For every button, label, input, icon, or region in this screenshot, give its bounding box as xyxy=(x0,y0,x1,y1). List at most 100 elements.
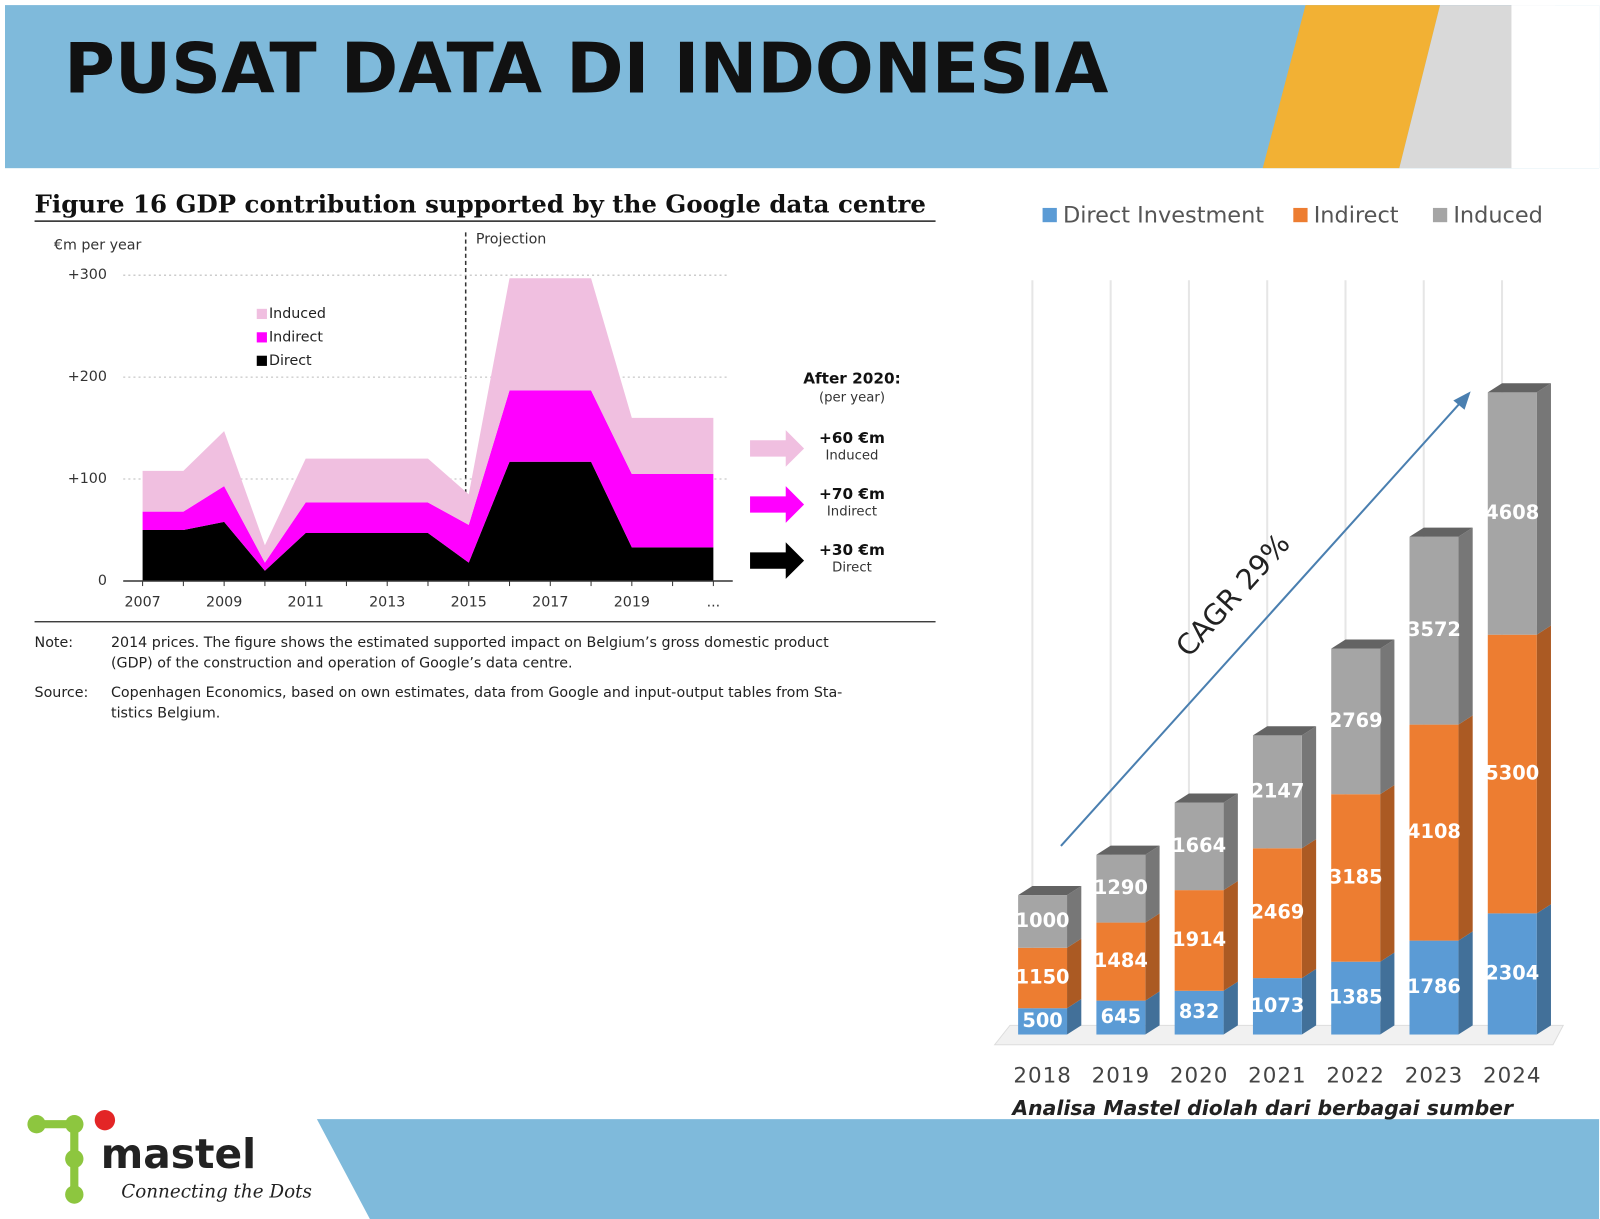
logo-name: mastel xyxy=(101,1130,256,1178)
bar-top xyxy=(1331,639,1395,649)
area xyxy=(142,461,714,581)
data-label: 500 xyxy=(1022,1009,1062,1032)
y-tick-label: 0 xyxy=(98,573,107,589)
side-note-value: +70 €m xyxy=(819,485,885,503)
bar-top xyxy=(1096,845,1160,855)
bar-side xyxy=(1536,383,1551,635)
bar-side xyxy=(1380,639,1395,795)
data-label: 4608 xyxy=(1485,501,1539,524)
x-tick-label: 2019 xyxy=(1092,1063,1151,1088)
side-note-label: Indirect xyxy=(827,505,877,520)
bar-top xyxy=(1174,793,1238,803)
bar-side xyxy=(1145,991,1160,1035)
bar-side xyxy=(1536,904,1551,1035)
bar-side xyxy=(1458,527,1473,725)
bar-side xyxy=(1458,931,1473,1035)
x-tick-label: 2009 xyxy=(206,594,242,610)
data-label: 2304 xyxy=(1485,961,1539,984)
side-arrow xyxy=(750,542,805,579)
legend-swatch xyxy=(1042,207,1057,223)
data-label: 1385 xyxy=(1329,986,1383,1009)
legend-label: Direct xyxy=(269,353,312,369)
data-label: 3572 xyxy=(1407,618,1461,641)
bar-top xyxy=(1409,527,1473,537)
bar-side xyxy=(1301,726,1317,849)
x-tick-label: 2021 xyxy=(1248,1063,1307,1088)
x-tick-label: 2013 xyxy=(369,594,405,610)
caption: Analisa Mastel diolah dari berbagai sumb… xyxy=(1010,1096,1515,1120)
cagr-arrow xyxy=(1060,401,1462,847)
figure-title: Figure 16 GDP contribution supported by … xyxy=(35,189,926,218)
bar-top xyxy=(1487,383,1551,393)
x-tick-label: 2023 xyxy=(1405,1063,1464,1088)
data-label: 2469 xyxy=(1250,901,1304,924)
legend-label: Direct Investment xyxy=(1063,203,1264,229)
logo-dot xyxy=(65,1185,84,1204)
bar-side xyxy=(1380,785,1395,962)
side-note-label: Induced xyxy=(826,449,879,464)
legend-label: Induced xyxy=(269,306,326,322)
footer-band xyxy=(316,1119,1600,1219)
legend-swatch xyxy=(256,355,267,366)
bar-side xyxy=(1458,715,1473,941)
y-axis-label: €m per year xyxy=(54,238,142,254)
legend-label: Induced xyxy=(1453,203,1543,229)
x-tick-label: ... xyxy=(707,594,721,610)
bar xyxy=(1252,978,1302,1035)
area xyxy=(142,390,714,571)
header-accent xyxy=(1262,5,1441,169)
bar-side xyxy=(1145,913,1160,1001)
bar-side xyxy=(1223,793,1238,891)
legend-label: Indirect xyxy=(1314,203,1399,229)
data-label: 5300 xyxy=(1485,762,1539,785)
bar xyxy=(1409,536,1459,725)
data-label: 1786 xyxy=(1407,975,1461,998)
logo-tagline: Connecting the Dots xyxy=(121,1182,312,1203)
data-label: 4108 xyxy=(1407,820,1461,843)
header-gap xyxy=(1511,5,1600,169)
data-label: 645 xyxy=(1101,1005,1141,1028)
source-label: Source: xyxy=(35,685,89,701)
bar-side xyxy=(1301,968,1317,1035)
bar xyxy=(1018,895,1068,948)
bar xyxy=(1487,634,1537,914)
bar-side xyxy=(1145,845,1160,923)
bar xyxy=(1331,961,1381,1035)
bar xyxy=(1174,990,1224,1035)
bar-side xyxy=(1067,999,1082,1035)
side-note-label: Direct xyxy=(832,561,872,576)
data-label: 2147 xyxy=(1250,779,1304,802)
source-text: tistics Belgium. xyxy=(111,705,220,721)
bar-side xyxy=(1223,981,1238,1035)
x-tick-label: 2007 xyxy=(124,594,160,610)
data-label: 1290 xyxy=(1094,876,1148,899)
bar xyxy=(1409,940,1459,1035)
side-note-title: After 2020: xyxy=(803,370,901,388)
source-text: Copenhagen Economics, based on own estim… xyxy=(111,685,842,701)
logo-dot xyxy=(94,1109,116,1131)
logo-dot xyxy=(65,1149,84,1169)
note-label: Note: xyxy=(35,635,74,651)
side-arrow xyxy=(750,486,805,523)
data-label: 1914 xyxy=(1172,928,1226,951)
x-tick-label: 2019 xyxy=(614,594,650,610)
bar-side xyxy=(1536,625,1551,914)
data-label: 2769 xyxy=(1329,709,1383,732)
bar xyxy=(1487,913,1537,1035)
data-label: 1484 xyxy=(1094,949,1148,972)
bar xyxy=(1409,724,1459,941)
x-tick-label: 2011 xyxy=(288,594,324,610)
legend-swatch xyxy=(1432,207,1448,223)
bar-side xyxy=(1301,839,1317,979)
y-tick-label: +200 xyxy=(68,369,107,385)
bar-side xyxy=(1380,952,1395,1035)
bar xyxy=(1252,848,1302,979)
bar xyxy=(1252,735,1302,849)
x-tick-label: 2024 xyxy=(1483,1063,1542,1088)
side-note-value: +60 €m xyxy=(819,429,885,447)
bar xyxy=(1018,1008,1068,1035)
bar-side xyxy=(1223,880,1238,991)
y-tick-label: +300 xyxy=(68,267,107,283)
x-tick-label: 2020 xyxy=(1170,1063,1229,1088)
